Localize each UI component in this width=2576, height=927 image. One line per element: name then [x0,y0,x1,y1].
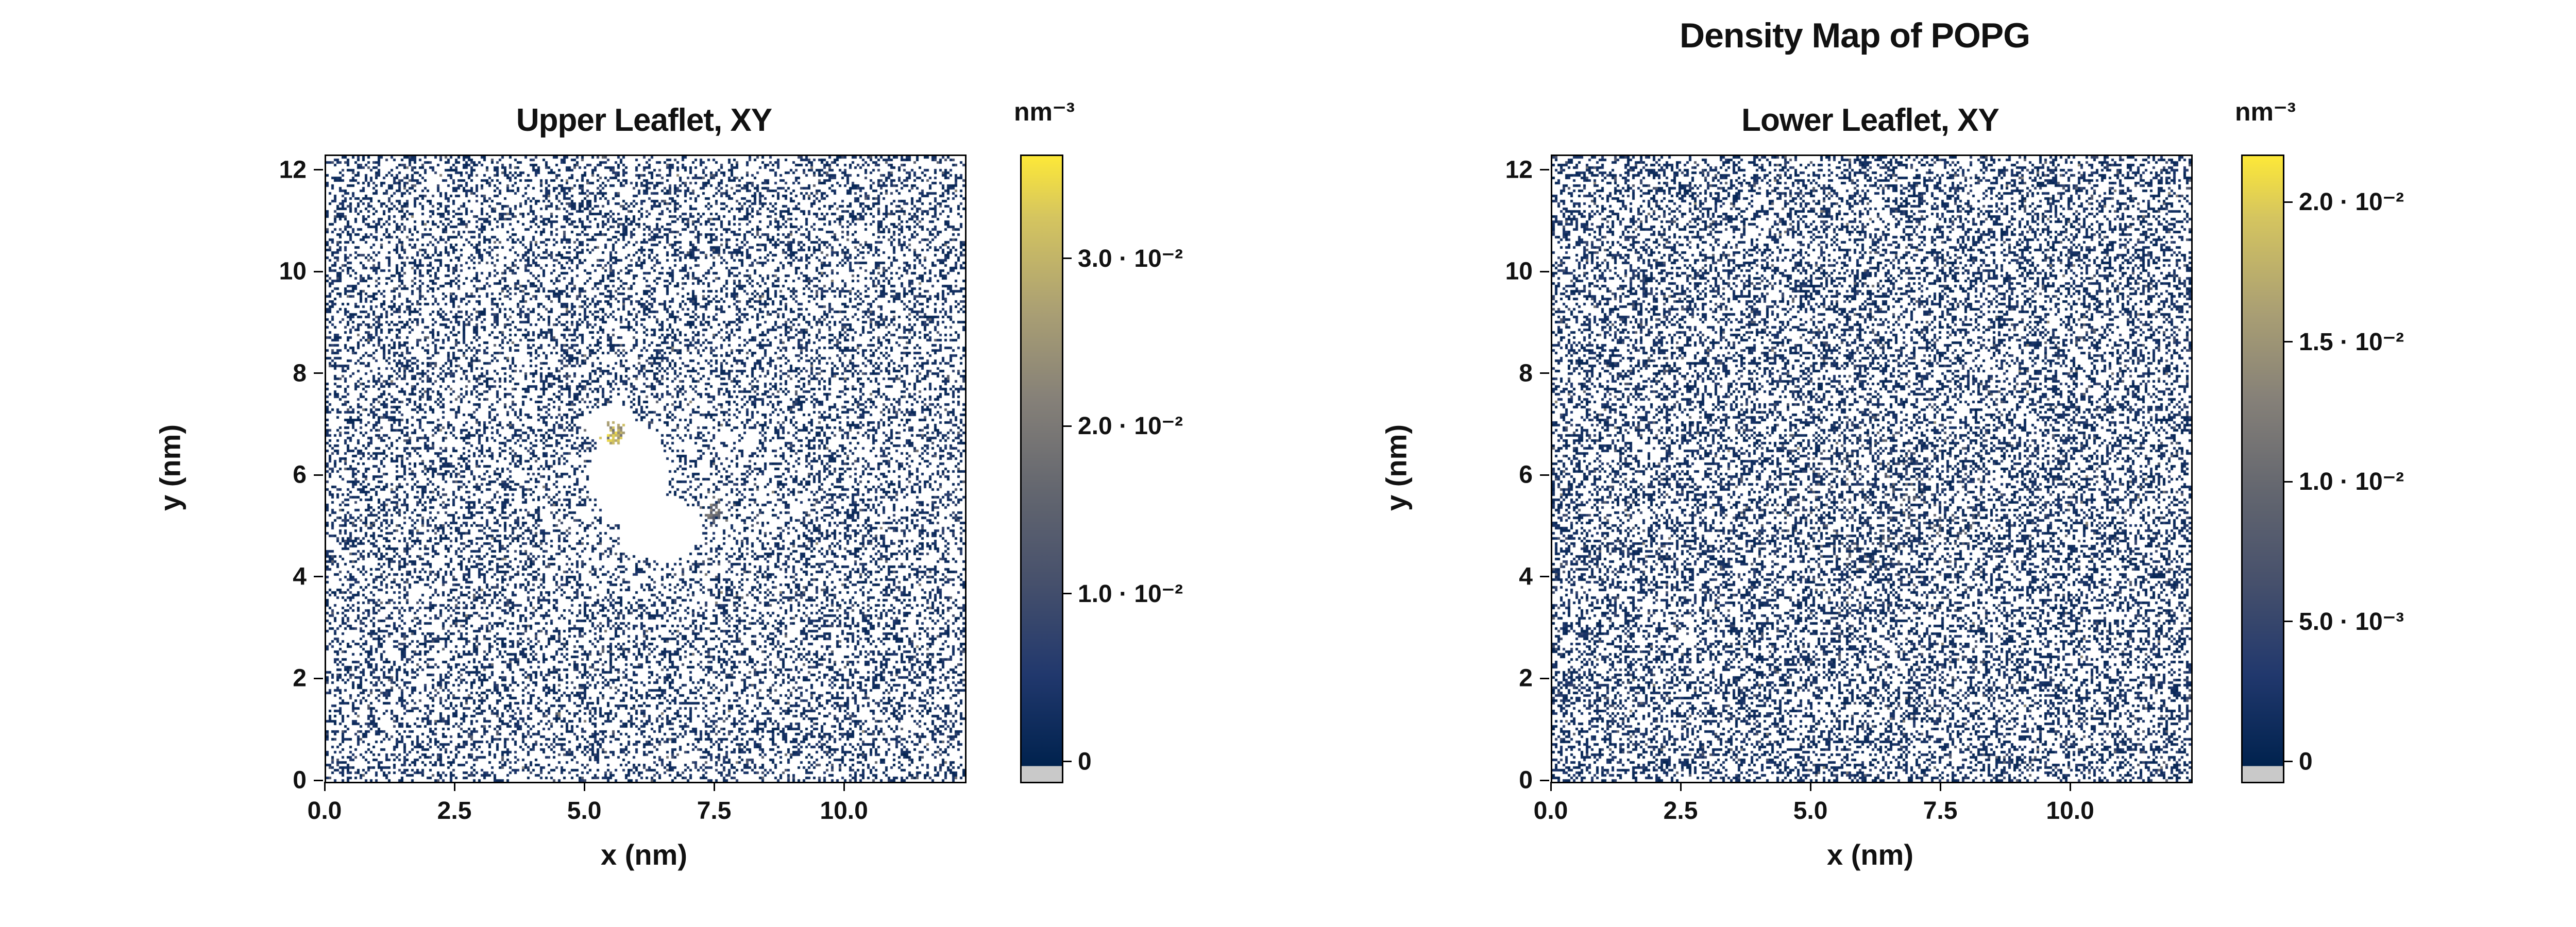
colorbar-tick-label: 1.5 · 10⁻² [2299,328,2404,356]
x-tick-label: 7.5 [1923,797,1958,825]
colorbar-tick-mark [2284,480,2293,483]
y-tick-label: 2 [293,664,307,692]
colorbar-unit: nm⁻³ [1014,97,1075,126]
y-tick-label: 12 [279,156,307,184]
colorbar-tick-mark [2284,341,2293,343]
y-tick-label: 10 [279,258,307,285]
colorbar-tick-label: 3.0 · 10⁻² [1078,245,1183,272]
x-axis-label: x (nm) [1827,838,1913,871]
y-tick-mark [1540,372,1549,374]
x-tick-mark [583,782,585,791]
x-tick-label: 5.0 [1793,797,1828,825]
colorbar-gradient [2241,154,2284,783]
x-tick-mark [1680,782,1682,791]
y-tick-mark [314,677,323,679]
y-tick-label: 6 [293,461,307,489]
y-tick-mark [314,474,323,476]
y-tick-label: 8 [293,359,307,387]
colorbar-tick-label: 0 [1078,748,1092,776]
panel-title: Lower Leaflet, XY [1741,102,1999,138]
x-tick-mark [1939,782,1941,791]
x-tick-mark [2069,782,2071,791]
panel-lower-leaflet: Lower Leaflet, XY x (nm) y (nm) nm⁻³ 0 5.… [1380,97,2404,871]
y-tick-mark [1540,270,1549,272]
y-tick-label: 8 [1519,359,1533,387]
y-tick-label: 4 [1519,563,1533,591]
y-tick-mark [314,779,323,781]
y-tick-mark [1540,576,1549,578]
panel-title: Upper Leaflet, XY [516,102,772,138]
y-tick-label: 2 [1519,664,1533,692]
y-tick-mark [1540,779,1549,781]
y-tick-label: 10 [1505,258,1533,285]
y-axis-label: y (nm) [1380,424,1413,511]
x-tick-label: 7.5 [697,797,732,825]
x-tick-label: 10.0 [2046,797,2094,825]
y-tick-label: 6 [1519,461,1533,489]
y-tick-mark [1540,169,1549,171]
colorbar-tick-label: 2.0 · 10⁻² [1078,413,1183,440]
y-tick-mark [314,169,323,171]
y-tick-label: 0 [1519,766,1533,794]
colorbar-tick-label: 1.0 · 10⁻² [1078,580,1183,608]
colorbar-tick-mark [1063,425,1072,427]
plot-area [1551,154,2193,783]
y-tick-mark [1540,677,1549,679]
x-axis-label: x (nm) [601,838,687,871]
colorbar-tick-label: 2.0 · 10⁻² [2299,188,2404,216]
density-canvas [1552,156,2191,782]
x-tick-mark [843,782,845,791]
x-tick-label: 2.5 [1663,797,1698,825]
colorbar-gradient [1020,154,1063,783]
colorbar-tick-mark [1063,258,1072,260]
x-tick-mark [453,782,455,791]
colorbar-tick-mark [1063,593,1072,595]
y-tick-mark [314,576,323,578]
x-tick-label: 10.0 [820,797,868,825]
y-axis-label: y (nm) [154,424,187,511]
x-tick-mark [1550,782,1552,791]
x-tick-label: 0.0 [307,797,342,825]
y-tick-label: 12 [1505,156,1533,184]
colorbar-tick-label: 1.0 · 10⁻² [2299,468,2404,496]
x-tick-mark [713,782,715,791]
y-tick-mark [314,270,323,272]
x-tick-mark [324,782,326,791]
colorbar-unit: nm⁻³ [2235,97,2296,126]
figure-title: Density Map of POPG [1680,16,2030,55]
colorbar-tick-label: 0 [2299,748,2313,776]
colorbar-tick-mark [2284,761,2293,763]
colorbar-tick-mark [2284,621,2293,623]
x-tick-label: 2.5 [437,797,472,825]
x-tick-label: 0.0 [1533,797,1568,825]
y-tick-label: 4 [293,563,307,591]
y-tick-mark [1540,474,1549,476]
x-tick-label: 5.0 [567,797,602,825]
y-tick-mark [314,372,323,374]
colorbar-tick-label: 5.0 · 10⁻³ [2299,608,2404,636]
colorbar-tick-mark [1063,761,1072,763]
density-canvas [326,156,965,782]
panel-upper-leaflet: Upper Leaflet, XY x (nm) y (nm) nm⁻³ 0 1.… [154,97,1183,871]
plot-area [325,154,967,783]
x-tick-mark [1809,782,1811,791]
colorbar-tick-mark [2284,201,2293,203]
y-tick-label: 0 [293,766,307,794]
